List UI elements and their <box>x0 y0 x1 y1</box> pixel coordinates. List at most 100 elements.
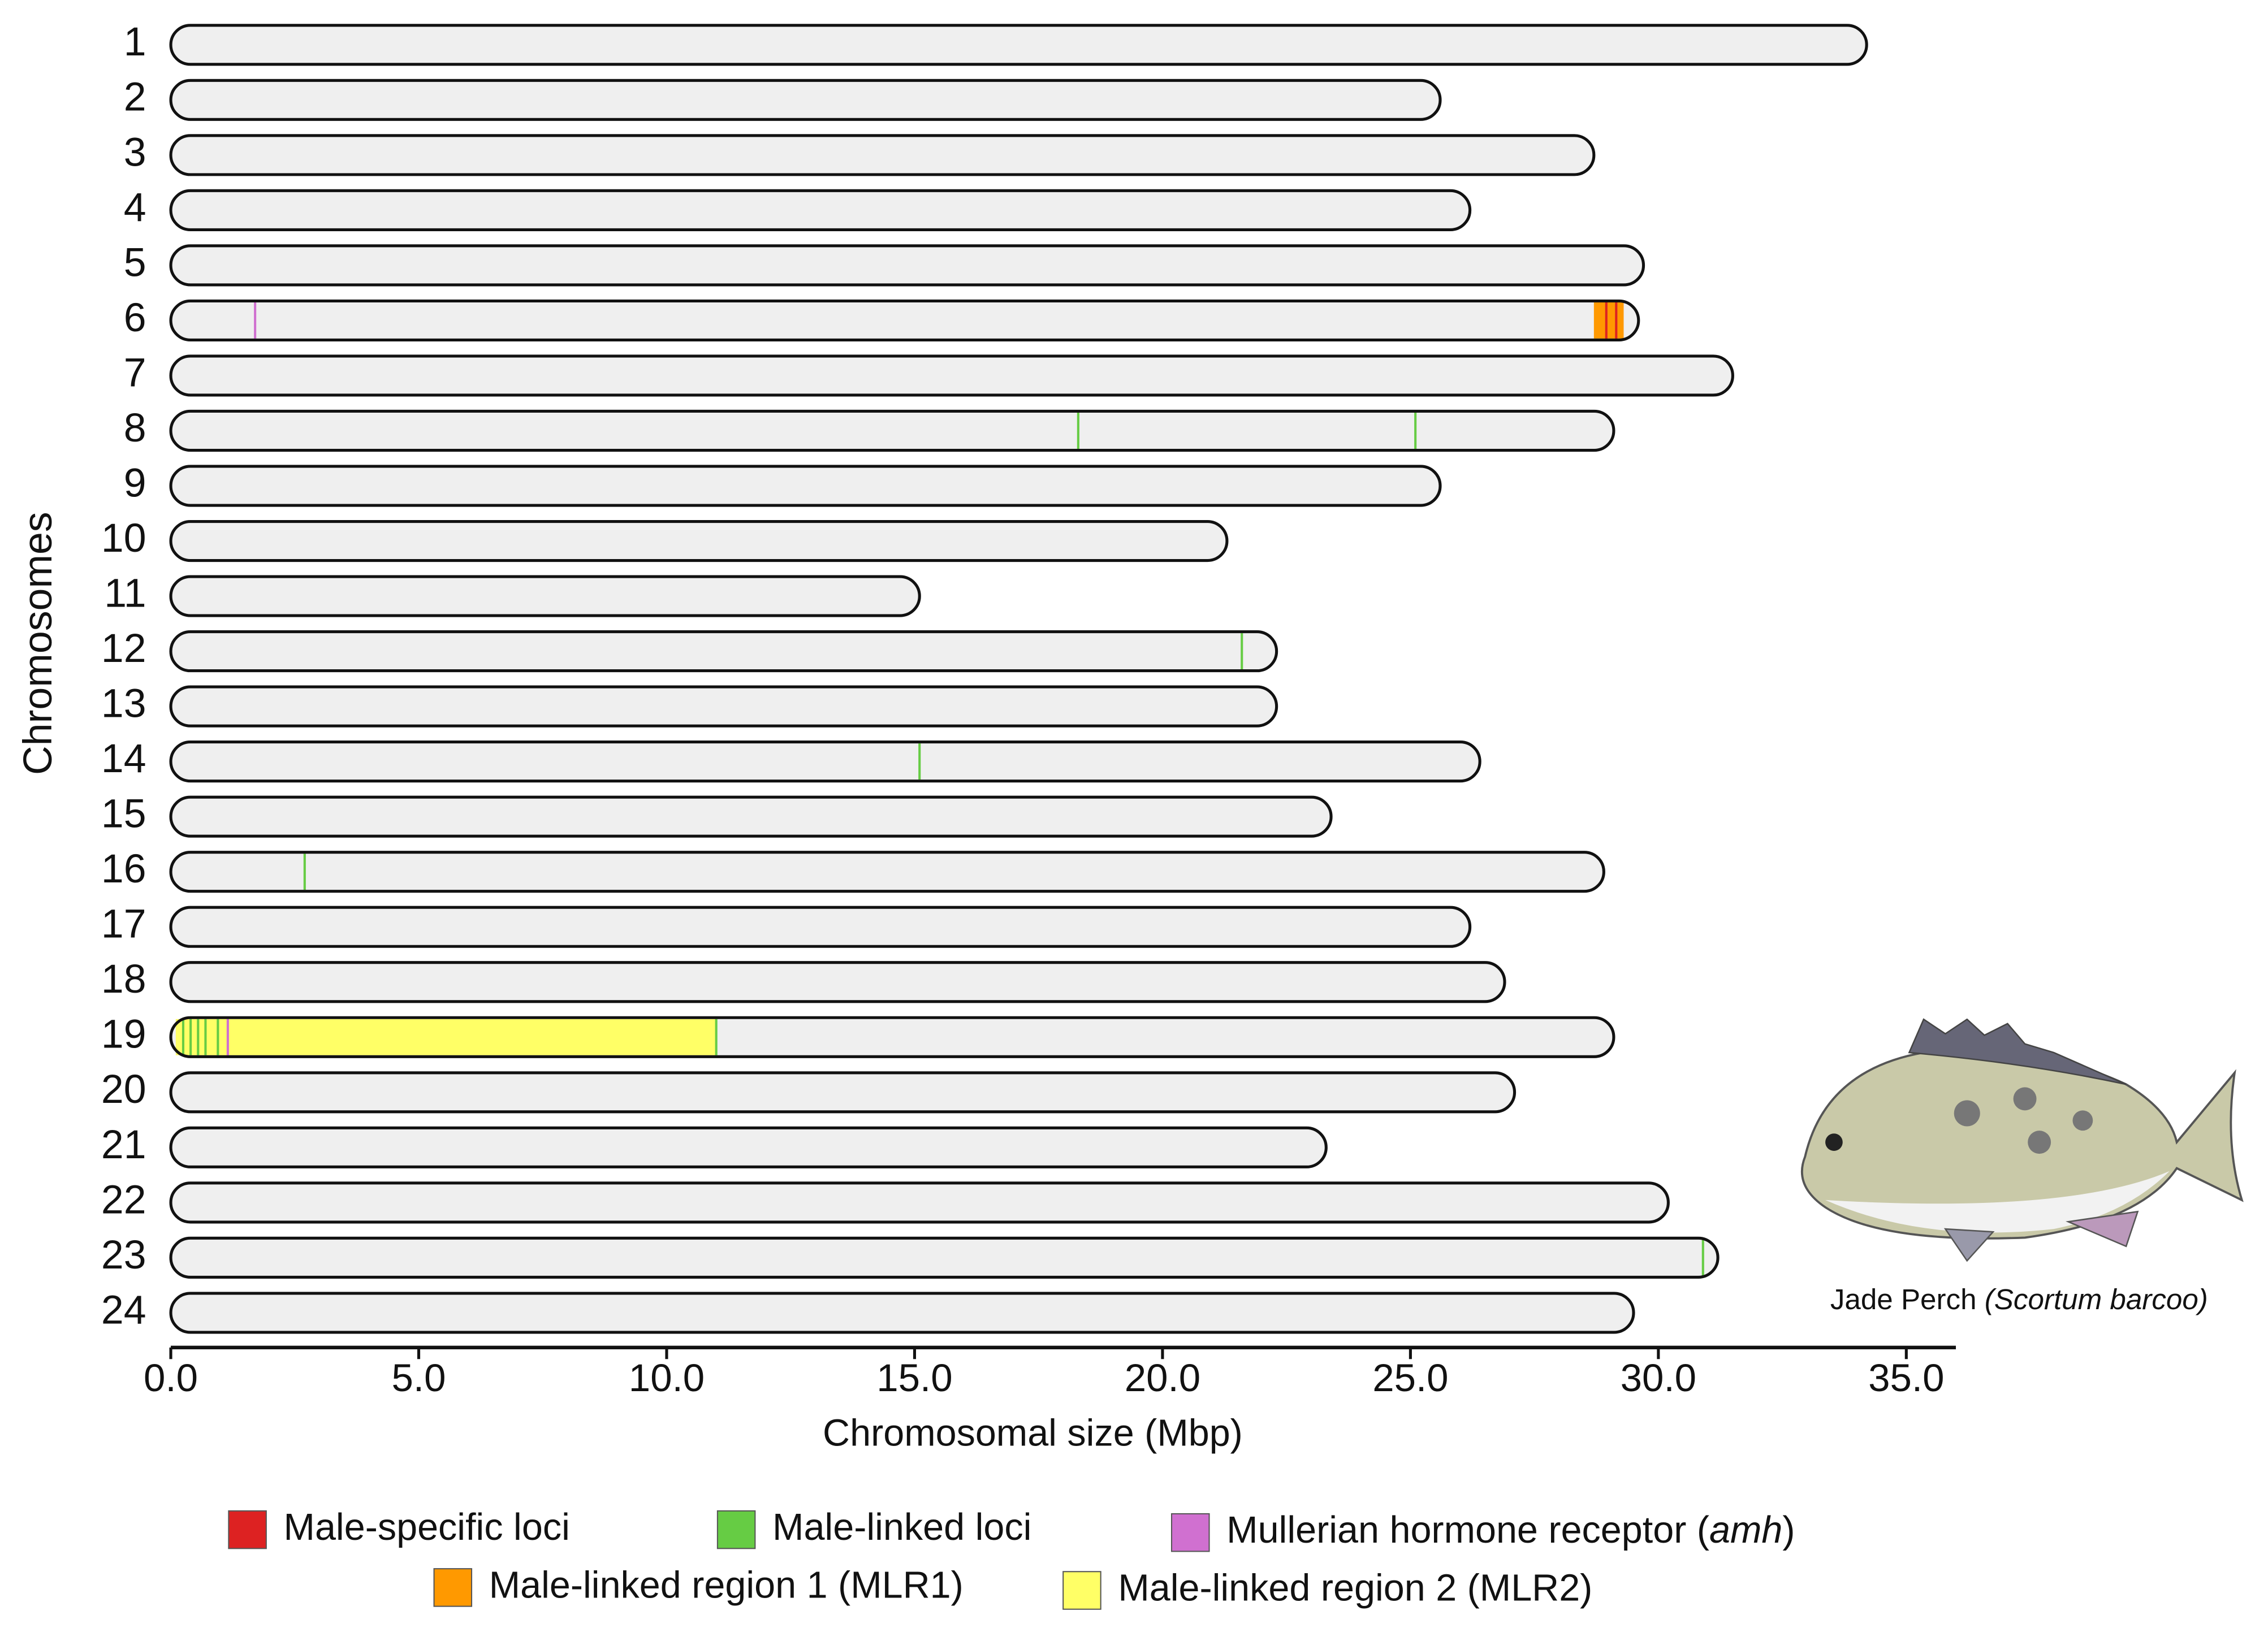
y-axis-label: Chromosomes <box>15 512 61 775</box>
legend-label: Male-linked region 1 (MLR1) <box>489 1564 964 1606</box>
legend-swatch <box>1170 1513 1210 1552</box>
chromosome-outline <box>169 24 1868 66</box>
y-tick-label: 1 <box>124 19 146 64</box>
chromosome-outline <box>169 961 1506 1003</box>
x-tick-label: 10.0 <box>629 1356 705 1400</box>
y-tick-label: 17 <box>101 902 146 947</box>
y-tick-label: 13 <box>101 681 146 726</box>
y-tick-label: 9 <box>124 460 146 505</box>
chromosome-bar <box>171 356 1733 395</box>
region <box>175 1019 716 1055</box>
chromosome-bar <box>171 521 1227 561</box>
legend-swatch <box>1062 1571 1101 1610</box>
y-tick-label: 6 <box>124 295 146 340</box>
x-tick-label: 35.0 <box>1868 1356 1944 1400</box>
chromosome-bar <box>171 245 1644 285</box>
text-part: Male-linked loci <box>772 1506 1031 1548</box>
chromosome-outline <box>169 851 1605 893</box>
chromosome-outline <box>169 1016 1615 1058</box>
chromosome-outline <box>169 1071 1517 1114</box>
chromosome-outline <box>169 244 1645 287</box>
text-part: amh <box>1709 1509 1782 1551</box>
chromosome-bar <box>171 80 1441 120</box>
fish-illustration <box>1800 1018 2244 1262</box>
chromosome-bar <box>171 466 1441 506</box>
chromosome-bar <box>171 135 1594 175</box>
region <box>1593 302 1624 339</box>
legend-swatch <box>228 1510 267 1549</box>
y-tick-label: 20 <box>101 1067 146 1112</box>
chromosome-bar <box>171 742 1480 781</box>
x-axis-label: Chromosomal size (Mbp) <box>823 1412 1243 1454</box>
y-tick-label: 12 <box>101 626 146 671</box>
y-tick-label: 10 <box>101 516 146 561</box>
text-part: ) <box>1782 1509 1795 1551</box>
y-tick-label: 21 <box>101 1122 146 1167</box>
chromosome-outline <box>169 519 1229 562</box>
legend-label: Male-specific loci <box>284 1506 570 1548</box>
legend-swatch <box>716 1510 756 1549</box>
chromosome-bar <box>171 631 1277 671</box>
y-tick-label: 3 <box>124 129 146 175</box>
y-tick-label: 19 <box>101 1012 146 1057</box>
text-part: Mullerian hormone receptor ( <box>1226 1509 1709 1551</box>
y-tick-label: 16 <box>101 846 146 891</box>
y-tick-label: 22 <box>101 1177 146 1222</box>
chromosome-outline <box>169 630 1278 673</box>
chromosome-outline <box>169 1181 1670 1224</box>
text-part: Jade Perch <box>1830 1283 1985 1315</box>
chromosome-bar <box>171 852 1604 891</box>
y-tick-label: 8 <box>124 405 146 451</box>
chromosome-outline <box>169 795 1333 838</box>
x-tick-label: 20.0 <box>1125 1356 1200 1400</box>
chromosome-outline <box>169 1236 1720 1279</box>
chromosome-outline <box>169 134 1596 176</box>
chromosome-bar <box>171 907 1470 947</box>
x-tick-label: 5.0 <box>392 1356 446 1400</box>
text-part: Male-linked region 2 (MLR2) <box>1118 1567 1592 1609</box>
y-tick-label: 5 <box>124 240 146 285</box>
legend-label: Male-linked region 2 (MLR2) <box>1118 1567 1592 1609</box>
chromosome-bar <box>171 1293 1634 1332</box>
chromosome-outline <box>169 1292 1635 1334</box>
chromosome-outline <box>169 189 1472 231</box>
chromosome-outline <box>169 465 1442 507</box>
chromosome-bar <box>171 687 1277 726</box>
chromosome-bar <box>171 301 1639 340</box>
y-tick-label: 4 <box>124 185 146 230</box>
figure-caption: Jade Perch (Scortum barcoo) <box>1830 1283 2208 1315</box>
y-tick-label: 14 <box>101 736 146 781</box>
legend-label: Mullerian hormone receptor (amh) <box>1226 1509 1795 1551</box>
x-tick-label: 0.0 <box>144 1356 198 1400</box>
chromosome-bar <box>171 1128 1327 1167</box>
chromosome-bar <box>171 577 920 616</box>
chromosome-outline <box>169 575 921 617</box>
y-tick-label: 7 <box>124 350 146 395</box>
chromosome-bar <box>171 25 1867 64</box>
legend-swatch <box>433 1568 473 1607</box>
chromosome-bar <box>171 1238 1718 1278</box>
text-part: Male-specific loci <box>284 1506 570 1548</box>
chromosome-outline <box>169 409 1615 452</box>
x-tick-label: 15.0 <box>876 1356 952 1400</box>
chromosome-bar <box>171 962 1505 1002</box>
chromosome-outline <box>169 299 1640 342</box>
y-tick-label: 11 <box>104 570 146 616</box>
chromosome-bar <box>171 797 1332 837</box>
text-part: (Scortum barcoo) <box>1985 1283 2208 1315</box>
chromosome-outline <box>169 79 1442 121</box>
chromosome-bar <box>171 411 1614 451</box>
chromosome-outline <box>169 1126 1328 1168</box>
x-tick-label: 30.0 <box>1621 1356 1696 1400</box>
chromosome-outline <box>169 685 1278 728</box>
y-tick-label: 23 <box>101 1232 146 1278</box>
y-tick-label: 18 <box>101 956 146 1002</box>
x-tick-label: 25.0 <box>1372 1356 1448 1400</box>
legend-label: Male-linked loci <box>772 1506 1031 1548</box>
chromosome-bar <box>171 1183 1669 1222</box>
chromosome-bar <box>171 190 1470 230</box>
chromosome-outline <box>169 354 1734 397</box>
y-tick-label: 24 <box>101 1287 146 1332</box>
chromosome-bar <box>171 1072 1515 1112</box>
